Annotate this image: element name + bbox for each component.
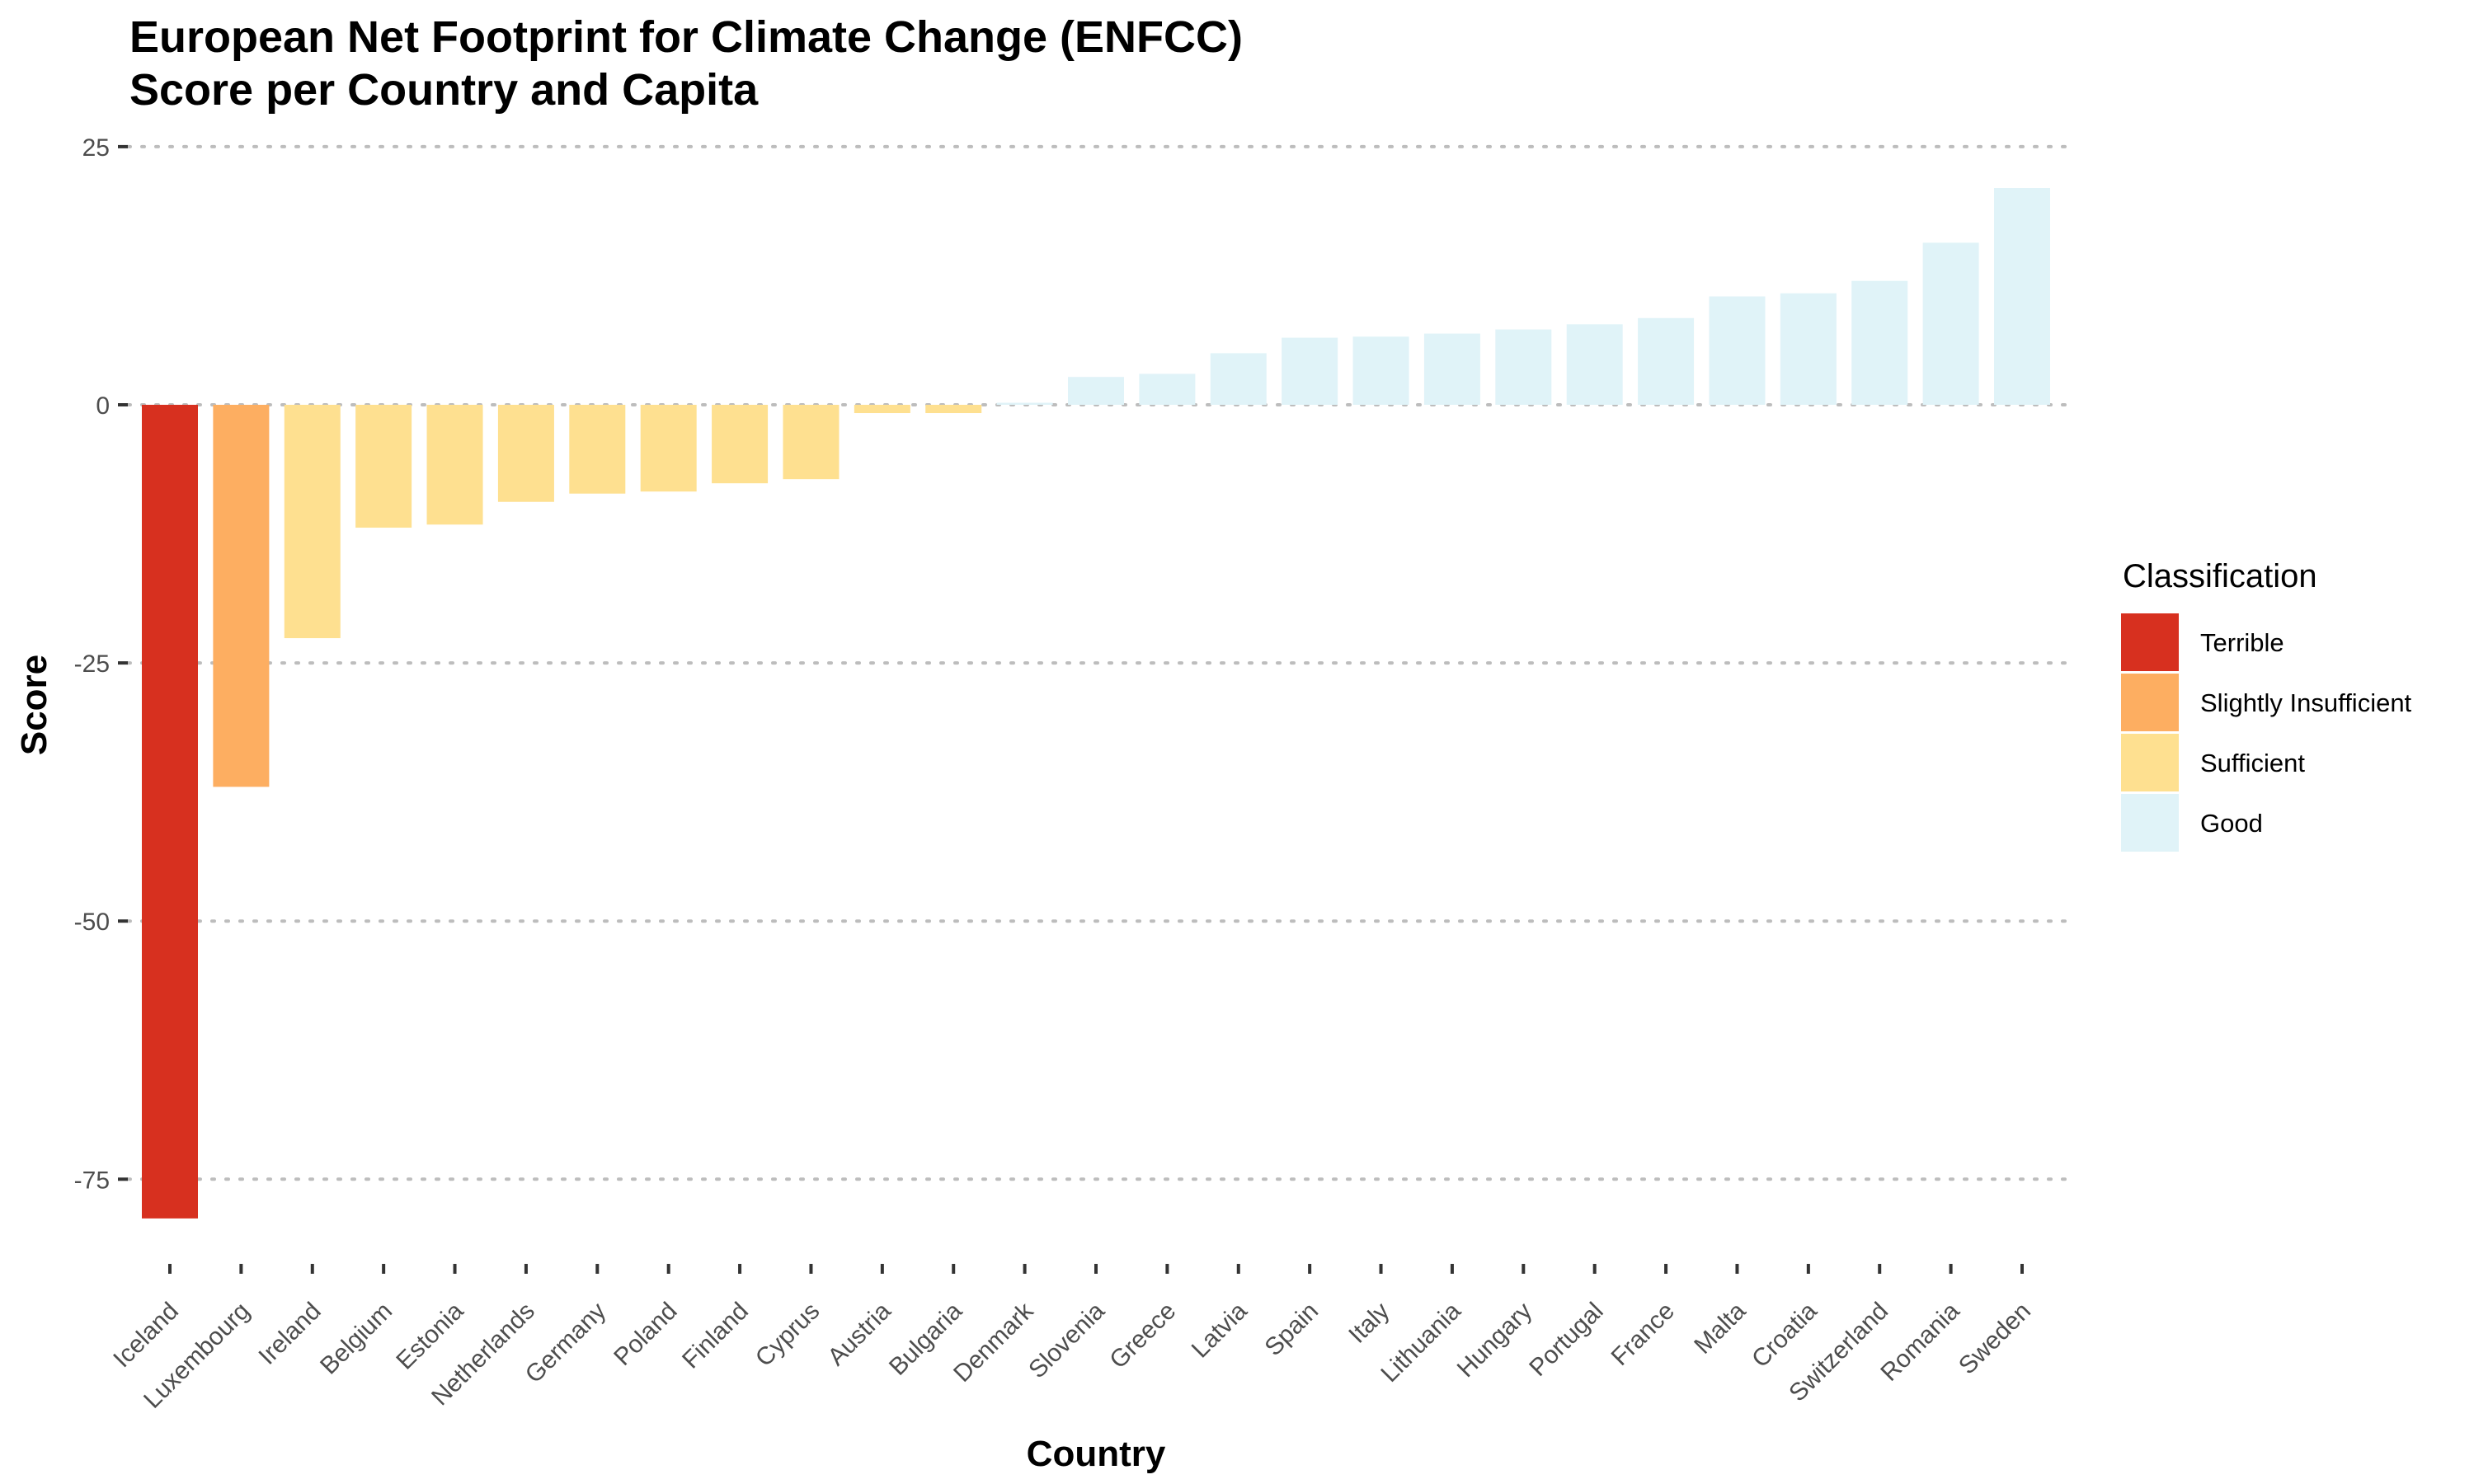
- x-tick-label: Romania: [1875, 1297, 1964, 1386]
- bar-slovenia: [1068, 377, 1124, 405]
- x-axis: IcelandLuxembourgIrelandBelgiumEstoniaNe…: [108, 1264, 2036, 1414]
- legend-swatch: [2121, 734, 2179, 791]
- bar-cyprus: [783, 405, 840, 480]
- y-tick-label: 0: [96, 392, 110, 420]
- x-tick-label: Portugal: [1524, 1298, 1608, 1382]
- bars: [142, 187, 2050, 1219]
- x-tick-label: Denmark: [948, 1297, 1039, 1388]
- bar-belgium: [355, 405, 412, 528]
- x-tick-label: Malta: [1689, 1297, 1751, 1359]
- x-axis-title: Country: [1027, 1434, 1166, 1474]
- x-tick-label: Poland: [609, 1298, 682, 1371]
- legend-swatch: [2121, 613, 2179, 671]
- bar-sweden: [1994, 187, 2050, 405]
- x-tick-label: Latvia: [1187, 1297, 1253, 1363]
- x-tick-label: Spain: [1260, 1298, 1324, 1362]
- x-tick-label: Italy: [1343, 1298, 1395, 1349]
- x-tick-label: Sweden: [1954, 1298, 2036, 1380]
- bar-estonia: [426, 405, 483, 525]
- x-tick-label: France: [1606, 1298, 1680, 1371]
- chart-title: European Net Footprint for Climate Chang…: [129, 12, 1243, 62]
- y-tick-label: -75: [74, 1167, 110, 1194]
- y-tick-label: 25: [82, 134, 110, 162]
- legend-label: Terrible: [2200, 628, 2284, 657]
- gridlines: [126, 144, 2072, 1181]
- bar-italy: [1352, 336, 1409, 405]
- bar-france: [1638, 317, 1695, 405]
- chart-subtitle: Score per Country and Capita: [129, 65, 759, 115]
- x-tick-label: Slovenia: [1023, 1297, 1110, 1383]
- x-tick-label: Hungary: [1452, 1298, 1538, 1383]
- bar-germany: [569, 405, 626, 494]
- x-tick-label: Greece: [1104, 1298, 1181, 1374]
- x-tick-label: Cyprus: [750, 1298, 825, 1373]
- bar-romania: [1922, 242, 1979, 405]
- bar-malta: [1709, 296, 1766, 405]
- bar-finland: [712, 405, 769, 484]
- bar-switzerland: [1851, 280, 1908, 405]
- x-tick-label: Lithuania: [1376, 1297, 1466, 1388]
- y-tick-label: -50: [74, 909, 110, 936]
- bar-hungary: [1495, 329, 1552, 405]
- bar-lithuania: [1423, 333, 1480, 405]
- bar-austria: [854, 405, 910, 414]
- bar-spain: [1282, 337, 1338, 405]
- x-tick-label: Finland: [677, 1298, 754, 1374]
- bar-greece: [1139, 373, 1196, 405]
- legend-title: Classification: [2123, 558, 2317, 594]
- legend-label: Slightly Insufficient: [2200, 688, 2412, 717]
- bar-bulgaria: [925, 405, 982, 414]
- y-axis-title: Score: [14, 655, 54, 755]
- bar-iceland: [142, 405, 198, 1219]
- bar-netherlands: [497, 405, 554, 502]
- x-tick-label: Belgium: [315, 1298, 397, 1380]
- bar-poland: [640, 405, 697, 492]
- legend: Classification Terrible Slightly Insuffic…: [2121, 558, 2412, 852]
- bar-denmark: [996, 402, 1053, 405]
- legend-swatch: [2121, 674, 2179, 731]
- bar-portugal: [1566, 324, 1623, 405]
- y-tick-label: -25: [74, 650, 110, 678]
- bar-luxembourg: [213, 405, 270, 787]
- legend-label: Good: [2200, 809, 2263, 838]
- legend-label: Sufficient: [2200, 749, 2305, 777]
- bar-latvia: [1210, 353, 1267, 405]
- legend-swatch: [2121, 794, 2179, 852]
- bar-ireland: [284, 405, 341, 639]
- y-axis: 25 0 -25 -50 -75: [74, 134, 128, 1194]
- bar-croatia: [1780, 293, 1837, 405]
